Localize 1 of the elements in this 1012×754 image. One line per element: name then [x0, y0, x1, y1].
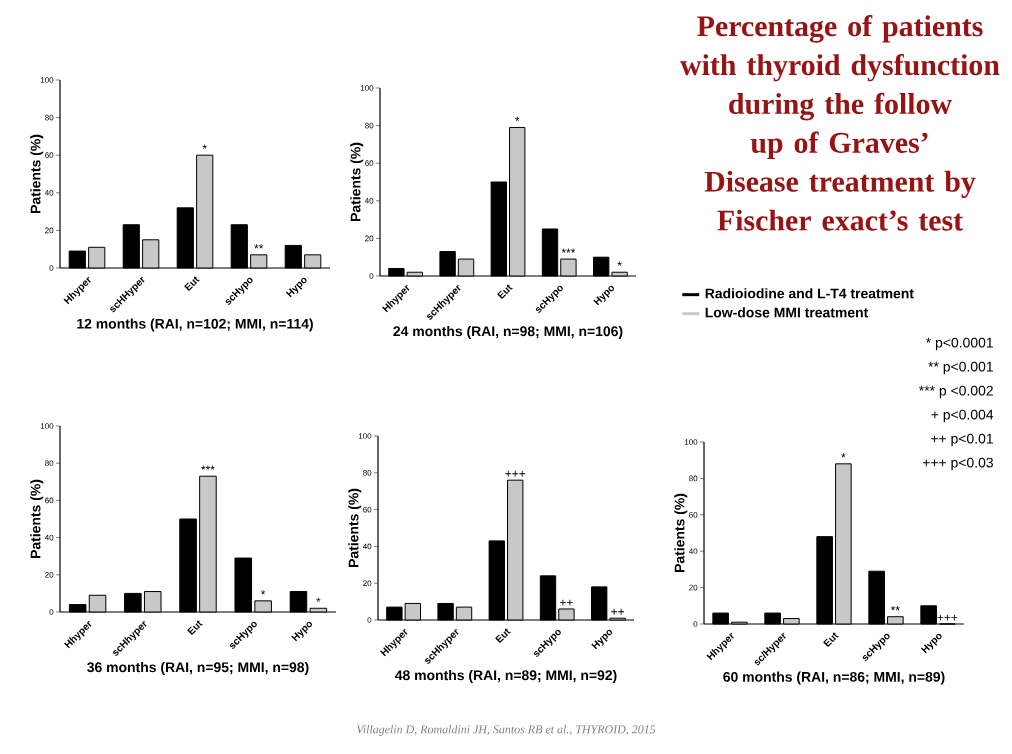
text: Percentage of patients with thyroid dysfunction during the follow up of Graves’ Disease treatment by Fischer exact’s test [680, 15, 1000, 231]
